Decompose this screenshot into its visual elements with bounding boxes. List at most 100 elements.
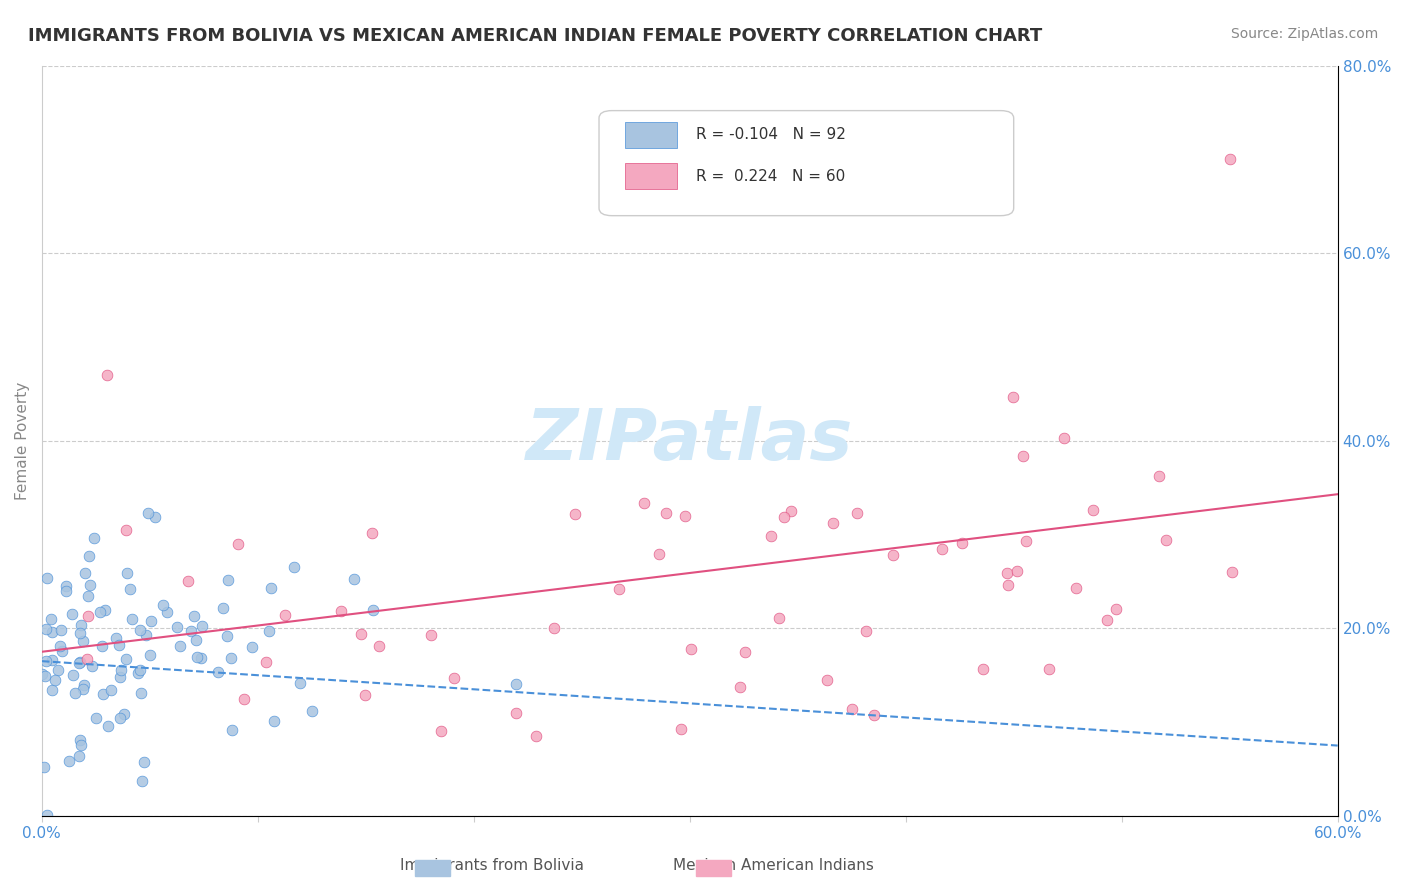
Point bbox=[443, 671, 465, 685]
Text: Mexican American Indians: Mexican American Indians bbox=[673, 858, 873, 872]
Point bbox=[131, 773, 153, 788]
Point bbox=[79, 578, 101, 592]
Point bbox=[69, 655, 91, 669]
Point bbox=[44, 673, 66, 687]
Point bbox=[1095, 613, 1118, 627]
Point bbox=[63, 686, 86, 700]
Point bbox=[1219, 153, 1241, 167]
Point bbox=[361, 603, 384, 617]
Point bbox=[564, 507, 586, 521]
Point bbox=[136, 506, 159, 520]
Point bbox=[127, 666, 149, 681]
Point bbox=[143, 509, 166, 524]
Point bbox=[110, 663, 132, 677]
Point bbox=[863, 707, 886, 722]
Point bbox=[34, 669, 56, 683]
Point bbox=[728, 680, 751, 694]
Point bbox=[166, 619, 188, 633]
Text: IMMIGRANTS FROM BOLIVIA VS MEXICAN AMERICAN INDIAN FEMALE POVERTY CORRELATION CH: IMMIGRANTS FROM BOLIVIA VS MEXICAN AMERI… bbox=[28, 27, 1042, 45]
Point bbox=[772, 510, 794, 524]
Point bbox=[361, 526, 384, 541]
Point bbox=[51, 624, 73, 638]
Point bbox=[35, 622, 58, 636]
Point bbox=[69, 738, 91, 752]
Point bbox=[226, 537, 249, 551]
Point bbox=[35, 808, 58, 822]
Point bbox=[72, 681, 94, 696]
Point bbox=[759, 529, 782, 543]
Point bbox=[211, 601, 233, 615]
Point bbox=[69, 626, 91, 640]
Point bbox=[654, 506, 676, 520]
Point bbox=[430, 724, 453, 739]
Point bbox=[350, 626, 373, 640]
Point bbox=[633, 496, 655, 510]
Point bbox=[240, 640, 263, 654]
Point bbox=[260, 582, 283, 596]
Point bbox=[950, 536, 973, 550]
Point bbox=[734, 645, 756, 659]
Point bbox=[1156, 533, 1178, 547]
Point bbox=[505, 706, 527, 720]
Point bbox=[257, 624, 280, 638]
Point bbox=[931, 542, 953, 557]
Point bbox=[118, 582, 141, 596]
Point bbox=[91, 640, 114, 654]
Point bbox=[112, 706, 135, 721]
Point bbox=[1015, 533, 1038, 548]
Point bbox=[526, 729, 548, 743]
Point bbox=[135, 628, 157, 642]
Point bbox=[115, 652, 138, 666]
Point bbox=[217, 573, 239, 587]
Point bbox=[35, 654, 58, 668]
Point bbox=[354, 689, 377, 703]
Point bbox=[647, 547, 669, 561]
Point bbox=[1011, 449, 1033, 463]
Point bbox=[821, 516, 844, 530]
Point bbox=[997, 578, 1019, 592]
Point bbox=[1064, 581, 1087, 595]
Point bbox=[94, 603, 117, 617]
Point bbox=[73, 678, 96, 692]
Point bbox=[1083, 503, 1105, 517]
Point bbox=[100, 683, 122, 698]
Point bbox=[77, 549, 100, 563]
Point bbox=[301, 704, 323, 718]
Point bbox=[855, 624, 877, 638]
Point bbox=[186, 650, 208, 665]
Point bbox=[152, 598, 174, 612]
Point bbox=[543, 621, 565, 635]
Point bbox=[76, 589, 98, 603]
Point bbox=[841, 701, 863, 715]
Point bbox=[82, 659, 104, 673]
Text: R = -0.104   N = 92: R = -0.104 N = 92 bbox=[696, 128, 846, 142]
Point bbox=[70, 618, 93, 632]
Point bbox=[76, 652, 98, 666]
Point bbox=[129, 663, 152, 677]
Point bbox=[1147, 469, 1170, 483]
Point bbox=[60, 607, 83, 621]
Point bbox=[183, 609, 205, 624]
Point bbox=[207, 665, 229, 680]
FancyBboxPatch shape bbox=[624, 163, 676, 189]
Point bbox=[55, 579, 77, 593]
FancyBboxPatch shape bbox=[599, 111, 1014, 216]
Point bbox=[105, 631, 128, 645]
Point bbox=[156, 606, 179, 620]
Point bbox=[972, 662, 994, 676]
Point bbox=[681, 642, 703, 657]
FancyBboxPatch shape bbox=[624, 122, 676, 148]
Point bbox=[72, 634, 94, 648]
Point bbox=[671, 722, 693, 736]
Point bbox=[273, 608, 295, 623]
Point bbox=[186, 633, 208, 648]
Point bbox=[995, 566, 1018, 580]
Point bbox=[51, 644, 73, 658]
Point bbox=[97, 719, 120, 733]
Point bbox=[58, 754, 80, 768]
Point bbox=[89, 605, 111, 619]
Point bbox=[1220, 565, 1243, 579]
Point bbox=[39, 612, 62, 626]
Point bbox=[1005, 564, 1028, 578]
Point bbox=[129, 686, 152, 700]
